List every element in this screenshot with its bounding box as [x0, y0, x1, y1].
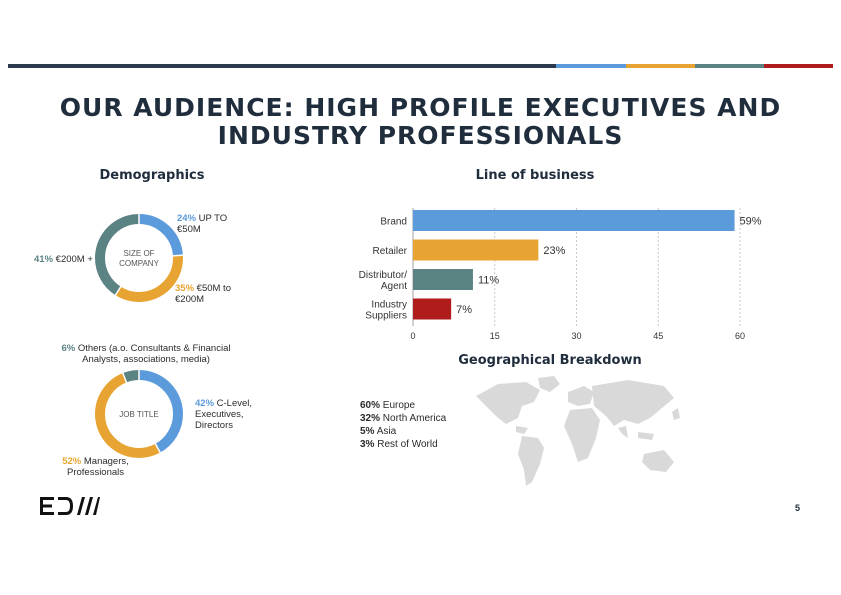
job-title-pct-clevel: 42% — [195, 398, 215, 409]
company-size-label-mid: 35% €50M to €200M — [175, 283, 245, 305]
bar-value-label-0: 59% — [740, 216, 762, 228]
company-size-pct-mid: 35% — [175, 283, 195, 294]
page-number: 5 — [795, 503, 801, 513]
job-title-label-clevel: 42% C-Level, Executives, Directors — [195, 398, 267, 431]
job-title-slice-1 — [95, 370, 183, 458]
divider-segment-red — [764, 64, 833, 68]
bar-1 — [413, 239, 539, 261]
company-size-separator-2 — [112, 282, 125, 300]
job-title-text-others: Others (a.o. Consultants & Financial Ana… — [77, 343, 231, 365]
geo-item-europe: 60% Europe — [360, 399, 446, 412]
company-size-text-large: €200M + — [55, 254, 93, 265]
company-size-pct-small: 24% — [177, 213, 197, 224]
bar-2 — [413, 269, 473, 290]
geo-pct-asia: 5% — [360, 426, 375, 437]
job-title-pct-managers: 52% — [62, 456, 82, 467]
divider-segment-orange — [626, 64, 695, 68]
geo-pct-rest: 3% — [360, 439, 375, 450]
geo-pct-north-america: 32% — [360, 413, 381, 424]
job-title-label-others: 6% Others (a.o. Consultants & Financial … — [56, 343, 236, 365]
geo-label-rest: Rest of World — [377, 439, 438, 450]
geo-item-rest: 3% Rest of World — [360, 438, 446, 451]
x-tick-label-3: 45 — [653, 331, 663, 341]
job-title-separator-2 — [120, 368, 130, 388]
category-label-3: Industry Suppliers — [365, 300, 407, 322]
edm-logo — [40, 497, 100, 515]
divider-segment-teal — [695, 64, 764, 68]
bar-value-label-3: 7% — [456, 304, 472, 316]
geography-title: Geographical Breakdown — [458, 353, 642, 368]
bar-value-label-1: 23% — [543, 245, 565, 257]
job-title-center-label: JOB TITLE — [119, 410, 159, 419]
category-label-2: Distributor/Agent — [359, 270, 408, 292]
job-title-text-clevel: C-Level, Executives, Directors — [195, 398, 253, 431]
category-label-1: Retailer — [373, 246, 408, 257]
geo-label-asia: Asia — [376, 426, 397, 437]
job-title-label-managers: 52% Managers, Professionals — [58, 456, 133, 478]
company-size-donut — [95, 209, 188, 302]
company-size-text-mid: €50M to €200M — [175, 283, 231, 305]
divider-segment-navy — [8, 64, 556, 68]
company-size-center-label: SIZE OF COMPANY — [119, 249, 159, 268]
geo-item-north-america: 32% North America — [360, 412, 446, 425]
company-size-label-small: 24% UP TO €50M — [177, 213, 247, 235]
geo-label-europe: Europe — [382, 400, 416, 411]
bar-value-label-2: 11% — [478, 275, 499, 287]
company-size-slice-1 — [95, 214, 183, 302]
x-tick-label-2: 30 — [571, 331, 581, 341]
x-tick-label-4: 60 — [735, 331, 745, 341]
x-tick-label-1: 15 — [490, 331, 500, 341]
job-title-text-managers: Managers, Professionals — [66, 456, 129, 478]
job-title-pct-others: 6% — [61, 343, 76, 354]
geo-label-north-america: North America — [382, 413, 447, 424]
x-tick-label-0: 0 — [410, 331, 415, 341]
geo-pct-europe: 60% — [360, 400, 381, 411]
line-of-business-title: Line of business — [475, 168, 595, 183]
demographics-title: Demographics — [99, 168, 205, 183]
bar-0 — [413, 210, 735, 231]
company-size-separator-1 — [167, 254, 188, 257]
page-title: OUR AUDIENCE: HIGH PROFILE EXECUTIVES AN… — [59, 93, 782, 150]
divider-segment-blue — [556, 64, 626, 68]
line-of-business-chart: 0 15 30 45 60 59% Brand 23% Retailer 11% Distribut… — [359, 208, 762, 341]
category-label-0: Brand — [380, 217, 407, 228]
bar-3 — [413, 298, 452, 320]
geo-item-asia: 5% Asia — [360, 425, 446, 438]
company-size-label-large: 41% €200M + — [34, 254, 104, 265]
job-title-separator-1 — [152, 439, 164, 458]
company-size-pct-large: 41% — [34, 254, 54, 265]
job-title-donut — [95, 365, 183, 458]
top-divider — [8, 64, 833, 68]
world-map-icon — [476, 376, 680, 486]
company-size-text-small: UP TO €50M — [177, 213, 228, 235]
geography-stats: 60% Europe 32% North America 5% Asia 3% … — [360, 399, 446, 451]
